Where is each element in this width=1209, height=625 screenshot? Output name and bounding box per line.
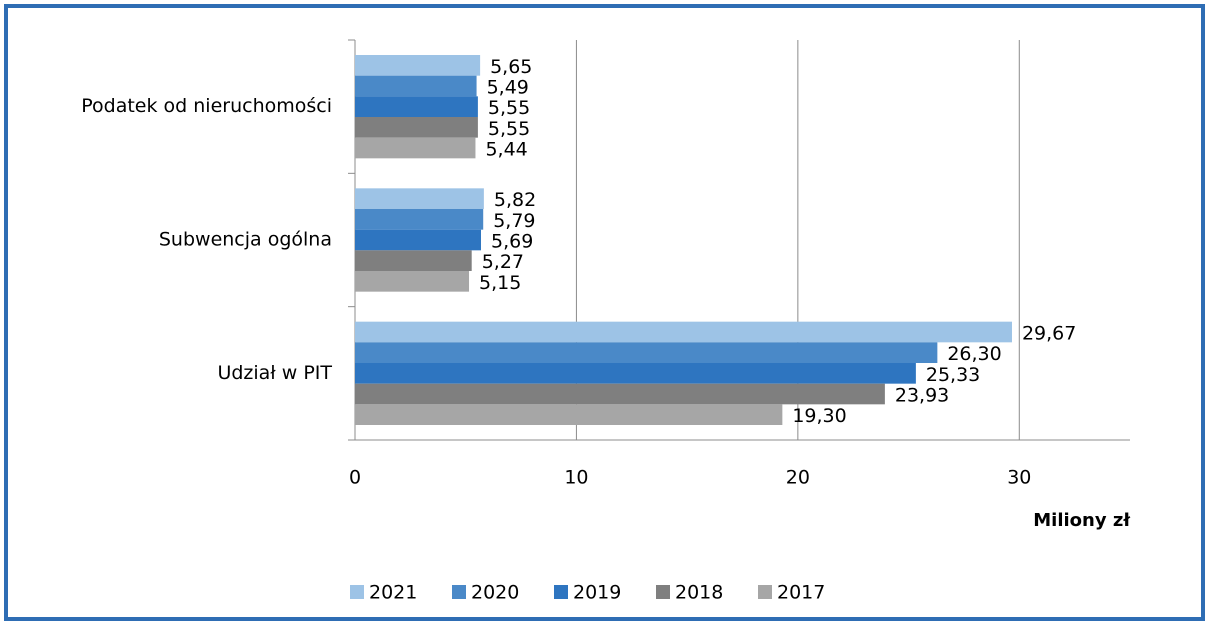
bar <box>355 321 1012 343</box>
value-label: 19,30 <box>792 405 846 427</box>
legend-swatch <box>554 585 568 599</box>
bar <box>355 137 476 159</box>
value-label: 5,65 <box>490 56 532 78</box>
legend-label: 2017 <box>777 582 825 604</box>
x-axis-title: Miliony zł <box>1033 510 1131 531</box>
bar <box>355 363 916 384</box>
bar <box>355 188 484 209</box>
value-label: 5,82 <box>494 189 536 211</box>
legend-label: 2019 <box>573 582 621 604</box>
value-label: 5,79 <box>493 210 535 232</box>
legend-swatch <box>350 585 364 599</box>
bar <box>355 75 477 97</box>
value-label: 26,30 <box>947 343 1001 365</box>
value-label: 23,93 <box>895 385 949 407</box>
value-label: 5,55 <box>488 97 530 119</box>
bar <box>355 117 478 138</box>
legend-label: 2020 <box>471 582 519 604</box>
y-tick-label: Udział w PIT <box>217 362 332 384</box>
bar <box>355 96 478 117</box>
x-tick-label: 30 <box>1007 467 1031 489</box>
value-label: 25,33 <box>926 364 980 386</box>
bar <box>355 55 481 76</box>
y-tick-label: Subwencja ogólna <box>159 229 332 251</box>
legend-swatch <box>758 585 772 599</box>
bar <box>355 250 472 271</box>
bar <box>355 209 484 230</box>
bar <box>355 229 481 251</box>
value-label: 5,44 <box>485 139 527 161</box>
value-label: 5,15 <box>479 272 521 294</box>
bar <box>355 342 938 363</box>
value-label: 5,69 <box>491 231 533 253</box>
y-tick-label: Podatek od nieruchomości <box>81 95 332 117</box>
value-label: 5,49 <box>487 77 529 99</box>
value-label: 5,27 <box>482 251 524 273</box>
x-tick-label: 10 <box>564 467 588 489</box>
x-tick-label: 20 <box>786 467 810 489</box>
bar <box>355 383 885 405</box>
legend-swatch <box>656 585 670 599</box>
frame <box>4 4 1205 621</box>
value-label: 5,55 <box>488 118 530 140</box>
legend-swatch <box>452 585 466 599</box>
value-label: 29,67 <box>1022 323 1076 345</box>
bar <box>355 404 783 425</box>
legend-label: 2021 <box>369 582 417 604</box>
x-tick-label: 0 <box>349 467 361 489</box>
bar <box>355 271 470 292</box>
legend-label: 2018 <box>675 582 723 604</box>
